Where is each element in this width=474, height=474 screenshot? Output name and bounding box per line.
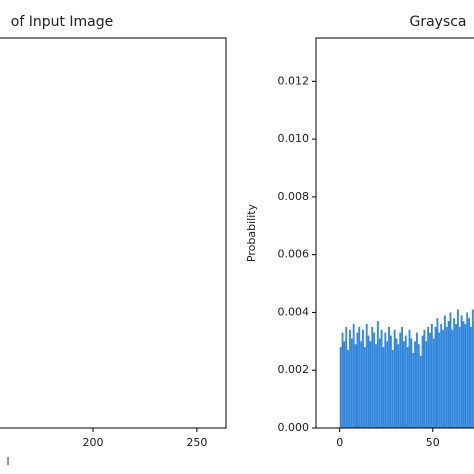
bar	[447, 321, 450, 428]
bar	[458, 326, 461, 428]
bar	[365, 324, 368, 428]
bar	[466, 312, 469, 428]
bar	[471, 309, 474, 428]
bar	[395, 338, 398, 428]
bar	[341, 332, 344, 428]
bar	[401, 326, 403, 428]
bar	[386, 341, 389, 428]
bar	[345, 326, 348, 428]
bar	[412, 352, 415, 428]
bar	[354, 344, 357, 428]
bar	[349, 329, 351, 428]
bar	[460, 315, 463, 428]
bar	[469, 326, 472, 428]
y-tick-label: 0.002	[278, 363, 310, 376]
y-axis-label: Probability	[245, 203, 258, 262]
chart-title: of Input Image	[11, 14, 114, 30]
bar	[419, 355, 422, 428]
bar	[399, 332, 402, 428]
bar	[425, 341, 428, 428]
y-tick-label: 0.010	[278, 132, 310, 145]
bar	[451, 329, 454, 428]
bar	[367, 335, 370, 428]
y-tick-label: 0.000	[278, 421, 310, 434]
y-tick-label: 0.004	[278, 305, 310, 318]
x-tick-label: 250	[186, 436, 207, 449]
bar	[339, 347, 342, 428]
bar	[343, 341, 346, 428]
bar	[373, 332, 376, 428]
bar	[363, 347, 366, 428]
bar	[430, 324, 433, 428]
bar	[391, 350, 394, 428]
bar	[453, 318, 456, 428]
bar	[423, 329, 426, 428]
bar	[414, 341, 417, 428]
bar	[406, 347, 409, 428]
bar	[455, 324, 457, 428]
bar	[347, 350, 350, 428]
bar	[438, 332, 441, 428]
bar	[371, 326, 374, 428]
bar	[362, 329, 364, 428]
x-tick-label: 0	[336, 436, 343, 449]
bar	[410, 338, 413, 428]
bar	[393, 329, 396, 428]
bar	[436, 318, 439, 428]
y-tick-label: 0.012	[278, 74, 310, 87]
bar	[375, 344, 377, 428]
bar	[360, 341, 363, 428]
bar	[378, 338, 381, 428]
bar	[440, 324, 443, 428]
bar	[350, 338, 353, 428]
bar	[389, 335, 392, 428]
chart-title: Graysca	[409, 14, 466, 30]
x-tick-label: 200	[83, 436, 104, 449]
bar	[352, 324, 355, 428]
bar	[380, 329, 383, 428]
bar	[403, 341, 405, 428]
bar	[408, 329, 411, 428]
plot-frame	[315, 37, 474, 429]
bar	[358, 326, 361, 428]
bar	[404, 335, 407, 428]
plot-frame	[0, 37, 227, 429]
bar	[397, 344, 400, 428]
x-axis-label: l	[6, 455, 9, 468]
bar	[462, 321, 465, 428]
bar	[429, 332, 431, 428]
bar	[356, 332, 359, 428]
y-tick-label: 0.008	[278, 190, 310, 203]
bar	[382, 347, 385, 428]
bar	[384, 332, 387, 428]
bar	[416, 332, 418, 428]
bar	[456, 309, 459, 428]
bar	[445, 326, 448, 428]
bar	[417, 344, 420, 428]
bar	[449, 312, 452, 428]
bar	[434, 326, 437, 428]
bar	[443, 315, 446, 428]
bar	[432, 338, 435, 428]
bar	[464, 324, 467, 428]
bar	[468, 318, 470, 428]
y-tick-label: 0.006	[278, 248, 310, 261]
bar	[376, 321, 379, 428]
bar	[369, 341, 372, 428]
bar	[427, 326, 430, 428]
bar	[442, 329, 444, 428]
x-tick-label: 50	[426, 436, 440, 449]
bar	[388, 326, 390, 428]
bar	[421, 335, 424, 428]
